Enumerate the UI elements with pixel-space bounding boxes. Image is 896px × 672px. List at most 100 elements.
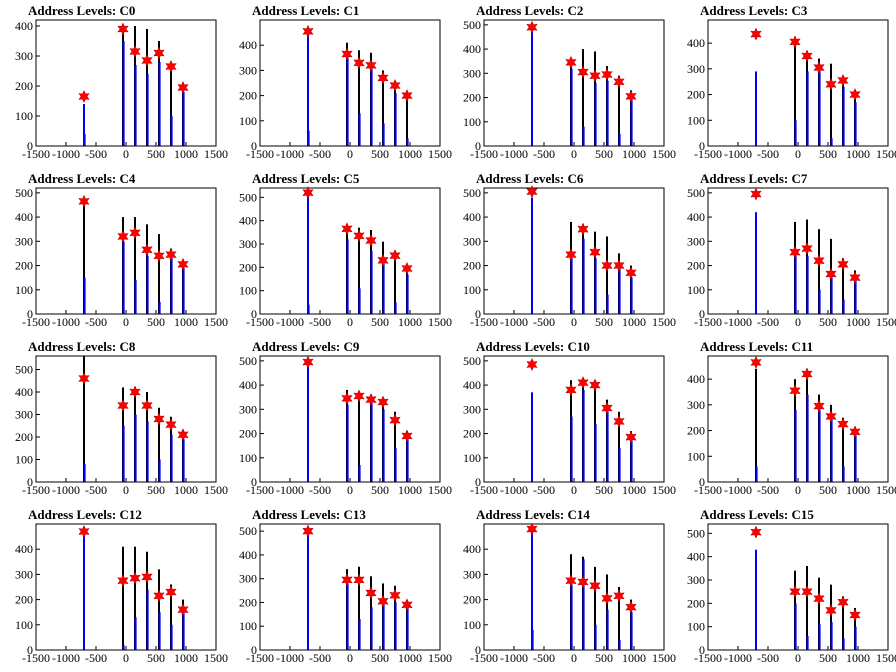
plot-frame — [483, 19, 665, 147]
chart-svg: 0 100 200 300 400 -1500-1000 -500 0 500 1000 1500 — [15, 19, 228, 161]
chart-svg: 0 100 200 300 400 -1500-1000 -500 0 500 1000 1500 — [463, 522, 676, 665]
y-tick-label: 200 — [15, 593, 33, 607]
bar — [158, 62, 161, 146]
peak-marker — [625, 89, 637, 103]
y-tick-label: 400 — [687, 210, 705, 224]
peak-marker — [837, 257, 849, 271]
x-tick-label: 1500 — [428, 483, 452, 497]
plot-frame — [483, 523, 665, 651]
y-tick-label: 300 — [463, 234, 481, 248]
bar — [370, 607, 373, 650]
peak-marker — [750, 27, 762, 41]
bar — [606, 80, 609, 146]
y-tick-label: 0 — [27, 475, 33, 489]
peak-marker — [837, 595, 849, 609]
plot-frame — [35, 187, 217, 315]
plot-frame — [259, 355, 441, 483]
x-tick-label: -500 — [85, 147, 107, 161]
peak-marker — [577, 575, 589, 589]
peak-marker — [165, 59, 177, 74]
y-tick-label: 100 — [463, 451, 481, 465]
x-tick-label: 1500 — [876, 651, 896, 665]
peak-marker — [625, 600, 637, 614]
peak-marker — [825, 77, 837, 91]
x-tick-label: 0 — [123, 147, 129, 161]
x-tick-label: 0 — [795, 483, 801, 497]
x-tick-label: -1500 — [22, 483, 50, 497]
x-tick-label: -1000 — [52, 147, 80, 161]
x-tick-label: -500 — [757, 147, 779, 161]
bar — [531, 392, 533, 482]
x-tick-label: -1000 — [52, 483, 80, 497]
y-tick-label: 100 — [15, 618, 33, 632]
bar — [358, 465, 361, 482]
peak-marker — [401, 88, 413, 103]
bar — [182, 267, 185, 314]
chart-svg: 0 100 200 300 400 500 -1500 -1000 -500 0 500 1000 15… — [463, 354, 676, 497]
peak-marker — [177, 428, 189, 442]
y-tick-label: 0 — [475, 307, 481, 321]
bar — [531, 27, 533, 146]
bar — [854, 102, 857, 146]
peak-marker — [78, 89, 90, 104]
bar — [346, 55, 349, 146]
peak-marker — [526, 20, 538, 34]
y-tick-label: 400 — [15, 19, 33, 33]
x-tick-label: 1500 — [204, 315, 228, 329]
x-tick-label: -1000 — [52, 315, 80, 329]
bar — [818, 577, 820, 650]
y-tick-label: 400 — [687, 372, 705, 386]
y-tick-label: 300 — [239, 63, 257, 77]
bar — [406, 138, 409, 146]
bar — [830, 275, 833, 314]
peak-marker — [153, 46, 165, 60]
bar — [606, 609, 609, 650]
y-tick-label: 0 — [251, 475, 257, 489]
x-tick-label: -1500 — [694, 483, 722, 497]
peak-marker — [365, 586, 377, 600]
x-tick-label: 500 — [819, 651, 837, 665]
y-tick-label: 200 — [15, 430, 33, 444]
plot-frame — [483, 187, 665, 315]
peak-marker — [341, 573, 353, 587]
peak-marker — [601, 67, 613, 82]
peak-marker — [801, 241, 813, 256]
y-tick-label: 400 — [15, 385, 33, 399]
x-tick-label: 0 — [571, 483, 577, 497]
peak-marker — [302, 24, 314, 38]
bar — [158, 234, 160, 314]
y-tick-label: 400 — [463, 42, 481, 56]
bar — [382, 602, 385, 650]
chart-title: Address Levels: C4 — [28, 171, 136, 186]
y-tick-label: 400 — [239, 214, 257, 228]
y-tick-label: 300 — [15, 567, 33, 581]
x-tick-label: -500 — [309, 147, 331, 161]
x-tick-label: 1000 — [622, 147, 646, 161]
x-tick-label: -500 — [757, 651, 779, 665]
peak-marker — [353, 56, 365, 70]
bar — [134, 414, 137, 482]
x-tick-label: -1500 — [470, 651, 498, 665]
peak-marker — [801, 585, 813, 599]
bar — [370, 251, 373, 314]
chart-panel-c14: Address Levels: C14 0 100 200 300 400 -1500 -10… — [448, 504, 676, 672]
peak-marker — [849, 87, 861, 102]
chart-svg: 0 100 200 300 400 -1500-1000 -500 0 500 1000 1500 — [15, 523, 228, 665]
peak-marker — [577, 65, 589, 79]
peak-marker — [613, 258, 625, 273]
peak-marker — [813, 60, 825, 75]
bar — [755, 212, 757, 314]
bar — [146, 255, 149, 314]
x-tick-label: -1500 — [246, 315, 274, 329]
y-tick-label: 0 — [699, 307, 705, 321]
chart-svg: 0 100 200 300 400 500 -1500 -1000 -500 0 500 1000 15… — [239, 523, 452, 665]
chart-title: Address Levels: C15 — [700, 507, 814, 522]
peak-marker — [78, 371, 90, 386]
chart-title: Address Levels: C3 — [700, 3, 808, 18]
y-tick-label: 200 — [687, 259, 705, 273]
peak-marker — [177, 257, 189, 271]
bar — [755, 368, 757, 482]
chart-panel-c0: Address Levels: C0 0 100 200 300 400 -1500 -100… — [0, 0, 228, 168]
bar — [594, 624, 597, 650]
y-tick-label: 200 — [15, 259, 33, 273]
